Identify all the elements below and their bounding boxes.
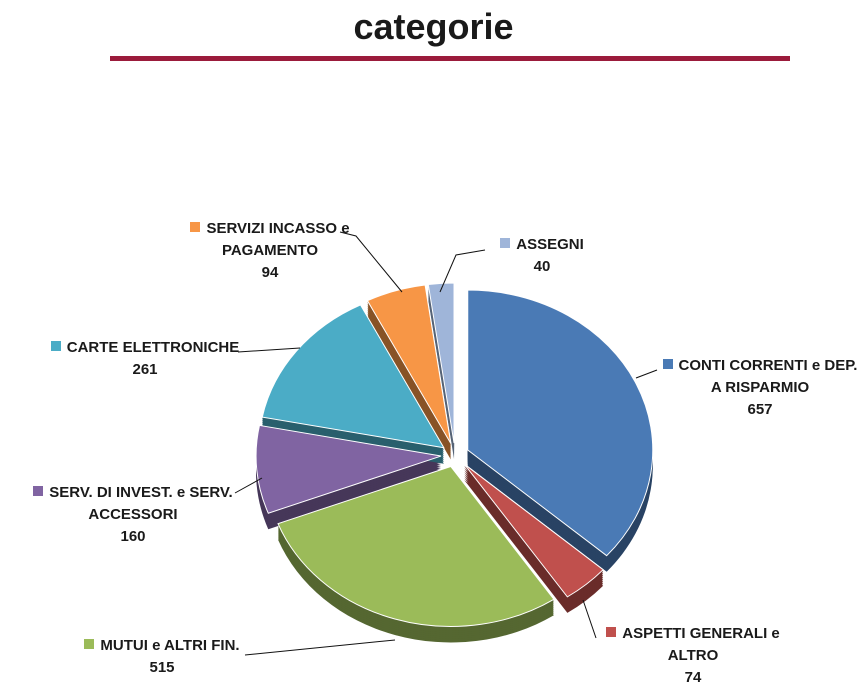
leader-line xyxy=(244,639,396,656)
leader-line xyxy=(339,231,403,293)
leader-line xyxy=(582,599,597,639)
data-label: ASSEGNI 40 xyxy=(487,234,597,278)
data-label: CARTE ELETTRONICHE 261 xyxy=(45,337,245,381)
label-name-row: CONTI CORRENTI e DEP. A RISPARMIO xyxy=(660,355,860,399)
slice xyxy=(261,304,445,449)
leader-line xyxy=(234,477,263,494)
slice xyxy=(366,284,452,444)
leader-line xyxy=(439,249,486,293)
slice xyxy=(255,424,442,514)
category-label: ASSEGNI xyxy=(516,236,584,253)
category-label: CARTE ELETTRONICHE xyxy=(66,339,240,356)
value-label: 74 xyxy=(684,669,702,686)
label-name-row: SERV. DI INVEST. e SERV. ACCESSORI xyxy=(18,482,248,526)
data-label: MUTUI e ALTRI FIN. 515 xyxy=(72,635,252,679)
legend-swatch xyxy=(606,627,617,637)
label-name-row: MUTUI e ALTRI FIN. xyxy=(72,635,252,657)
category-label: SERV. DI INVEST. e SERV. ACCESSORI xyxy=(49,484,233,523)
label-name-row: CARTE ELETTRONICHE xyxy=(45,337,245,359)
value-label: 515 xyxy=(149,659,175,676)
value-label: 94 xyxy=(261,264,279,281)
slice xyxy=(463,463,604,598)
legend-swatch xyxy=(500,238,511,248)
category-label: MUTUI e ALTRI FIN. xyxy=(100,637,240,654)
title-rule xyxy=(110,56,790,61)
legend-swatch xyxy=(33,486,44,496)
value-label: 261 xyxy=(132,361,158,378)
legend-swatch xyxy=(50,341,61,351)
value-label: 160 xyxy=(120,528,146,545)
category-label: CONTI CORRENTI e DEP. A RISPARMIO xyxy=(678,357,858,396)
slice xyxy=(467,289,654,557)
label-name-row: ASSEGNI xyxy=(487,234,597,256)
category-label: SERVIZI INCASSO e PAGAMENTO xyxy=(206,220,350,259)
chart-title: categorie xyxy=(353,6,514,47)
data-label: SERV. DI INVEST. e SERV. ACCESSORI 160 xyxy=(18,482,248,548)
category-label: ASPETTI GENERALI e ALTRO xyxy=(622,625,780,664)
data-label: SERVIZI INCASSO e PAGAMENTO 94 xyxy=(180,218,360,284)
leader-line xyxy=(237,347,301,353)
data-label: CONTI CORRENTI e DEP. A RISPARMIO 657 xyxy=(660,355,860,421)
label-name-row: SERVIZI INCASSO e PAGAMENTO xyxy=(180,218,360,262)
leader-line xyxy=(635,369,658,379)
value-label: 40 xyxy=(533,258,551,275)
value-label: 657 xyxy=(747,401,773,418)
data-label: ASPETTI GENERALI e ALTRO 74 xyxy=(598,623,788,689)
legend-swatch xyxy=(190,222,201,232)
slice xyxy=(277,465,555,627)
legend-swatch xyxy=(662,359,673,369)
legend-swatch xyxy=(84,639,95,649)
label-name-row: ASPETTI GENERALI e ALTRO xyxy=(598,623,788,667)
slice xyxy=(427,282,455,444)
